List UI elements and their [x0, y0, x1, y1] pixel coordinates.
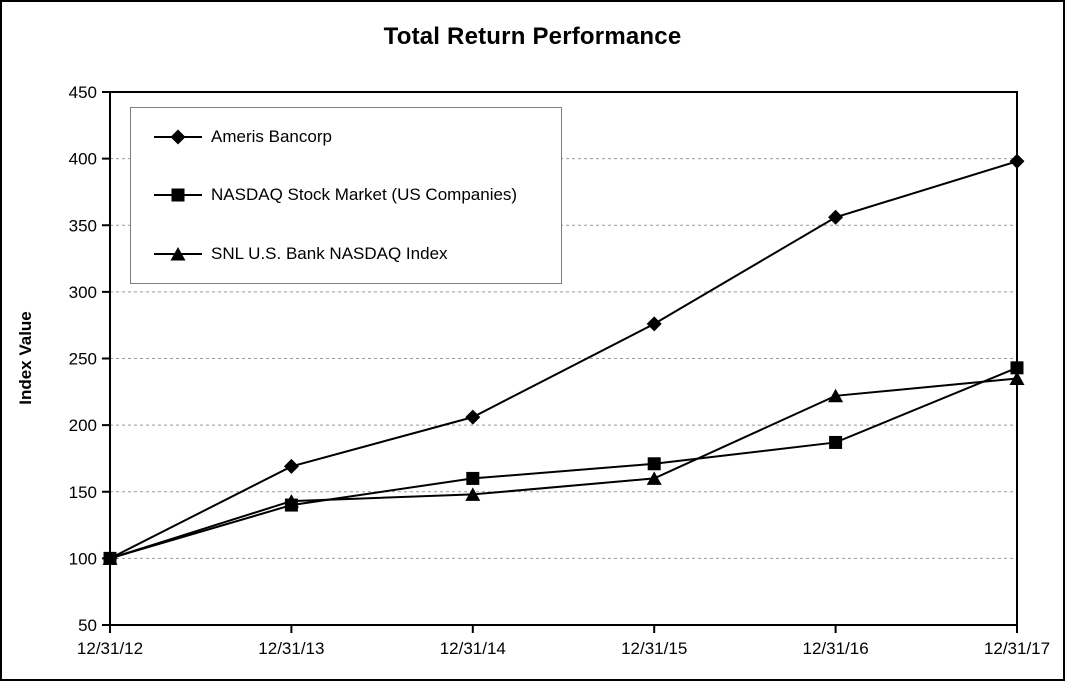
y-tick-label: 300: [69, 283, 97, 302]
y-tick-label: 350: [69, 216, 97, 235]
y-tick-label: 50: [78, 616, 97, 635]
diamond-marker: [828, 209, 844, 225]
legend-diamond-marker-icon: [154, 129, 202, 145]
square-marker: [466, 471, 480, 485]
x-tick-label: 12/31/14: [440, 639, 506, 658]
y-tick-label: 250: [69, 350, 97, 369]
legend: Ameris Bancorp NASDAQ Stock Market (US Co…: [130, 107, 562, 284]
triangle-marker: [828, 388, 844, 403]
y-tick-label: 400: [69, 150, 97, 169]
chart-title: Total Return Performance: [383, 23, 682, 50]
series-line-nasdaq-stock-market-us-companies: [109, 366, 1018, 560]
diamond-marker: [646, 316, 662, 332]
series-snl-u-s-bank-nasdaq-index: [102, 371, 1025, 565]
legend-triangle-marker-icon: [154, 246, 202, 261]
y-tick-label: 450: [69, 83, 97, 102]
legend-label: SNL U.S. Bank NASDAQ Index: [211, 243, 448, 263]
legend-label: NASDAQ Stock Market (US Companies): [211, 185, 518, 205]
square-marker: [647, 457, 661, 471]
x-tick-label: 12/31/12: [77, 639, 143, 658]
legend-label: Ameris Bancorp: [211, 127, 332, 147]
diamond-marker: [465, 409, 481, 425]
triangle-marker: [465, 487, 481, 501]
square-marker: [171, 188, 185, 202]
diamond-marker: [283, 458, 299, 474]
triangle-marker: [646, 471, 662, 485]
series-ameris-bancorp: [102, 153, 1025, 566]
y-tick-label: 100: [69, 549, 97, 568]
x-tick-label: 12/31/15: [621, 639, 687, 658]
y-tick-label: 200: [69, 416, 97, 435]
x-tick-label: 12/31/16: [803, 639, 869, 658]
series-line-ameris-bancorp: [109, 160, 1018, 560]
legend-item-snl-u-s-bank-nasdaq-index: SNL U.S. Bank NASDAQ Index: [154, 244, 561, 264]
legend-square-marker-icon: [154, 188, 202, 202]
series-line-snl-u-s-bank-nasdaq-index: [109, 377, 1018, 560]
diamond-marker: [170, 129, 186, 145]
legend-item-ameris-bancorp: Ameris Bancorp: [154, 127, 561, 147]
legend-item-nasdaq-stock-market-us-companies: NASDAQ Stock Market (US Companies): [154, 185, 561, 205]
y-tick-label: 150: [69, 483, 97, 502]
square-marker: [829, 435, 843, 449]
x-tick-label: 12/31/13: [258, 639, 324, 658]
x-tick-label: 12/31/17: [984, 639, 1050, 658]
triangle-marker: [170, 246, 186, 261]
triangle-marker: [283, 494, 299, 508]
